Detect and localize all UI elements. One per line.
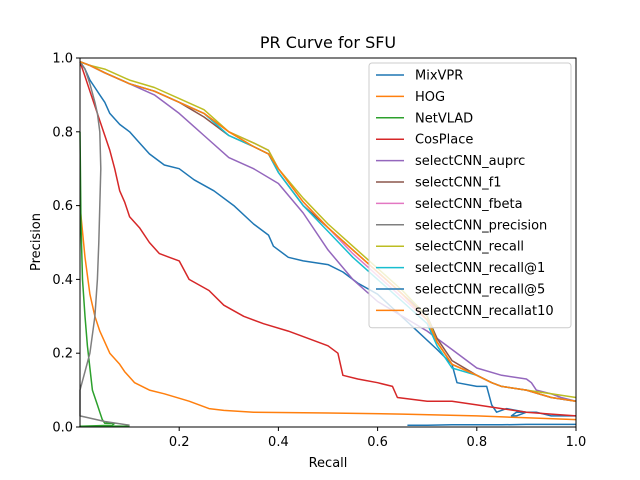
x-tick-label-2: 0.6 (367, 435, 388, 450)
series-layer (79, 60, 577, 428)
series-line-2 (79, 131, 130, 428)
series-line-4 (79, 60, 577, 402)
legend-label-9: selectCNN_recall@1 (415, 261, 545, 276)
y-axis-label: Precision (29, 213, 44, 271)
legend-label-11: selectCNN_recallat10 (415, 304, 554, 319)
series-line-11 (79, 60, 577, 402)
legend-label-3: CosPlace (415, 133, 473, 148)
y-tick-label-3: 0.6 (52, 199, 73, 214)
series-line-1 (79, 205, 577, 421)
legend-label-10: selectCNN_recall@5 (415, 283, 545, 298)
x-tick-label-4: 1.0 (566, 435, 587, 450)
legend-label-5: selectCNN_f1 (415, 176, 502, 191)
legend-label-4: selectCNN_auprc (415, 154, 525, 169)
x-axis-label: Recall (309, 456, 348, 471)
x-tick-label-1: 0.4 (268, 435, 289, 450)
series-line-10 (407, 423, 576, 426)
plot-frame (79, 57, 577, 428)
legend-label-0: MixVPR (415, 69, 463, 84)
x-tick-label-3: 0.8 (466, 435, 487, 450)
y-tick-label-1: 0.2 (52, 347, 73, 362)
y-tick-label-0: 0.0 (52, 421, 73, 436)
chart-title: PR Curve for SFU (260, 33, 396, 52)
legend-label-7: selectCNN_precision (415, 218, 547, 233)
x-tick-label-0: 0.2 (169, 435, 190, 450)
series-line-3 (79, 61, 577, 417)
legend-label-2: NetVLAD (415, 111, 473, 126)
legend-label-6: selectCNN_fbeta (415, 197, 523, 212)
ticks-layer: 0.2 0.4 0.6 0.8 1.0 0.0 0.2 0.4 0.6 0.8 1.0 (52, 52, 586, 451)
y-tick-label-5: 1.0 (52, 52, 73, 67)
y-tick-label-2: 0.4 (52, 273, 73, 288)
legend-box (368, 62, 572, 329)
legend-label-1: HOG (415, 90, 445, 105)
y-tick-label-4: 0.8 (52, 125, 73, 140)
legend: MixVPR HOG NetVLAD CosPlace selectCNN_auprcs… (368, 62, 572, 329)
legend-label-8: selectCNN_recall (415, 240, 524, 255)
